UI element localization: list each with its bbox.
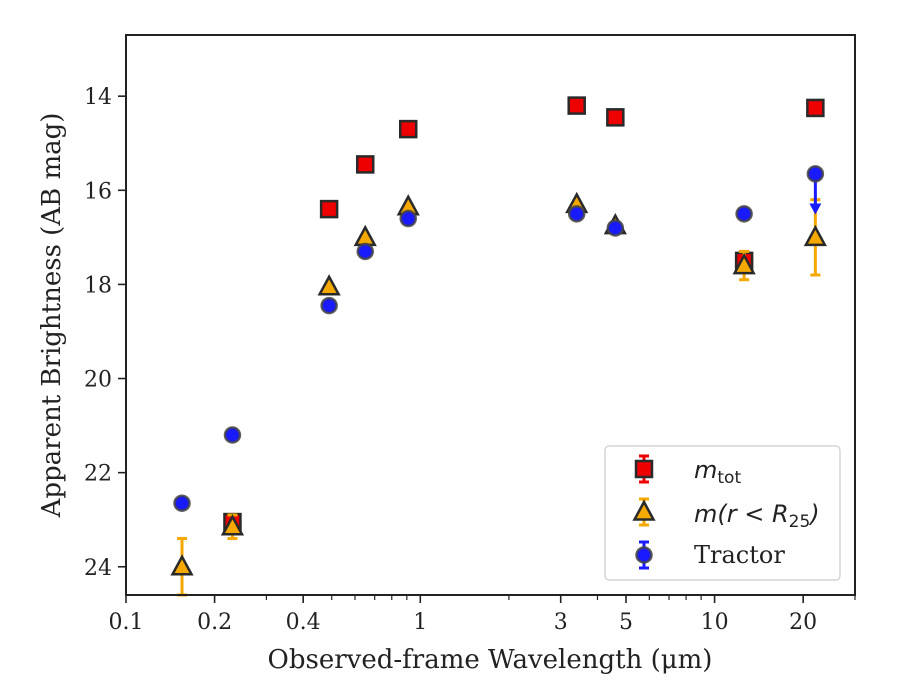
marks-layer [170,96,827,597]
x-tick-label-0: 0.1 [109,610,144,635]
legend-mr25-prefix: m(r < R [694,500,789,528]
x-tick-label-2: 0.4 [286,610,321,635]
y-tick-label-3: 20 [84,368,112,393]
point-mr25-2 [317,274,341,296]
point-mtot-5 [606,108,625,127]
point-mr25-0 [170,554,194,576]
y-axis-label: Apparent Brightness (AB mag) [37,113,67,519]
point-mtot-2 [355,155,375,174]
legend: mtot m(r < R25) Tractor [604,445,841,581]
legend-marker-mr25 [632,497,656,527]
x-tick-label-1: 0.2 [197,610,232,635]
point-mr25-1 [220,514,245,536]
legend-label-mr25: m(r < R25) [694,500,820,532]
point-tractor-2 [320,296,338,315]
x-tick-label-4: 3 [554,610,568,635]
point-tractor-0 [173,494,191,512]
point-tractor-3 [356,242,374,261]
point-tractor-7 [735,205,753,223]
point-tractor-5 [567,205,586,223]
legend-mtot-subscript: tot [717,468,741,488]
x-tick-label-3: 1 [413,610,427,635]
y-tick-label-4: 22 [84,462,112,487]
legend-label-tractor: Tractor [694,541,785,569]
legend-label-mtot: mtot [694,456,741,488]
legend-markers [632,454,656,570]
point-mtot-4 [567,96,586,115]
point-mtot-1 [319,199,339,219]
x-tick-label-7: 20 [789,610,817,635]
x-axis-label: Observed-frame Wavelength (μm) [268,645,713,675]
series-tractor [173,165,825,512]
point-mtot-7 [806,98,825,118]
point-mr25-8 [803,224,827,247]
point-mr25-7 [732,252,756,275]
legend-box [604,445,841,581]
x-tick-label-6: 10 [701,610,729,635]
ticks-layer: 0.1 0.2 0.4 1 3 5 10 20 14 16 18 20 22 24 [84,85,856,635]
legend-marker-tractor [635,540,653,570]
point-mtot-3 [398,119,418,139]
legend-mtot-symbol: m [694,456,717,484]
legend-symbol-mr25 [632,499,656,521]
y-tick-label-0: 14 [84,85,112,110]
point-tractor-1 [223,426,242,444]
point-tractor-4 [399,209,417,228]
point-tractor-6 [606,219,625,237]
upper-limit-head-tractor-8 [809,203,822,215]
legend-symbol-mtot [634,459,654,479]
x-tick-label-5: 5 [619,610,633,635]
legend-symbol-tractor [635,546,653,564]
legend-mr25-subscript: 25 [789,512,811,532]
legend-mr25-suffix: ) [808,500,819,528]
y-tick-label-2: 18 [84,273,112,298]
legend-marker-mtot [634,454,654,484]
plot-frame [125,34,856,596]
y-tick-label-5: 24 [84,556,112,581]
point-tractor-8 [806,165,825,183]
y-tick-label-1: 16 [84,179,112,204]
